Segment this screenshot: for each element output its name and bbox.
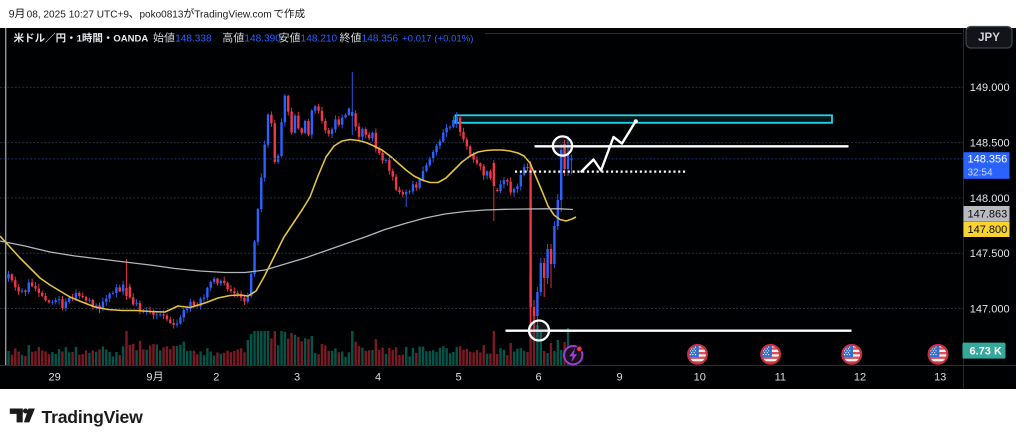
svg-text:148.210: 148.210 bbox=[301, 34, 338, 45]
svg-text:148.390: 148.390 bbox=[244, 34, 281, 45]
svg-text:32:54: 32:54 bbox=[968, 167, 993, 178]
svg-text:149.000: 149.000 bbox=[970, 82, 1010, 94]
svg-text:6.73 K: 6.73 K bbox=[970, 346, 1002, 358]
svg-text:12: 12 bbox=[854, 371, 866, 383]
svg-text:poko0813: poko0813 bbox=[140, 9, 184, 20]
svg-text:148.338: 148.338 bbox=[175, 34, 212, 45]
svg-text:1: 1 bbox=[77, 34, 83, 45]
svg-text:+0.017 (+0.01%): +0.017 (+0.01%) bbox=[402, 34, 473, 45]
svg-text:13: 13 bbox=[934, 371, 946, 383]
svg-text:5: 5 bbox=[456, 371, 462, 383]
svg-text:148.000: 148.000 bbox=[970, 193, 1010, 205]
svg-text:148.356: 148.356 bbox=[362, 34, 399, 45]
svg-text:JPY: JPY bbox=[978, 32, 1000, 44]
svg-text:147.863: 147.863 bbox=[968, 209, 1008, 221]
svg-text:08, 2025 10:27 UTC+9: 08, 2025 10:27 UTC+9 bbox=[27, 9, 130, 20]
svg-text:2: 2 bbox=[213, 371, 219, 383]
svg-text:29: 29 bbox=[48, 371, 60, 383]
svg-text:TradingView: TradingView bbox=[42, 407, 144, 427]
svg-text:147.000: 147.000 bbox=[970, 303, 1010, 315]
svg-text:147.500: 147.500 bbox=[970, 248, 1010, 260]
svg-text:148.500: 148.500 bbox=[970, 138, 1010, 150]
svg-text:4: 4 bbox=[375, 371, 381, 383]
svg-text:11: 11 bbox=[775, 371, 786, 383]
svg-text:9: 9 bbox=[616, 371, 622, 383]
svg-text:OANDA: OANDA bbox=[113, 34, 148, 45]
svg-text:10: 10 bbox=[694, 371, 706, 383]
svg-text:TradingView.com: TradingView.com bbox=[194, 9, 272, 20]
svg-text:147.800: 147.800 bbox=[968, 224, 1008, 236]
svg-text:148.356: 148.356 bbox=[968, 154, 1008, 166]
svg-text:3: 3 bbox=[294, 371, 300, 383]
svg-text:9: 9 bbox=[146, 371, 152, 383]
svg-text:9: 9 bbox=[9, 8, 15, 20]
svg-text:6: 6 bbox=[535, 371, 541, 383]
